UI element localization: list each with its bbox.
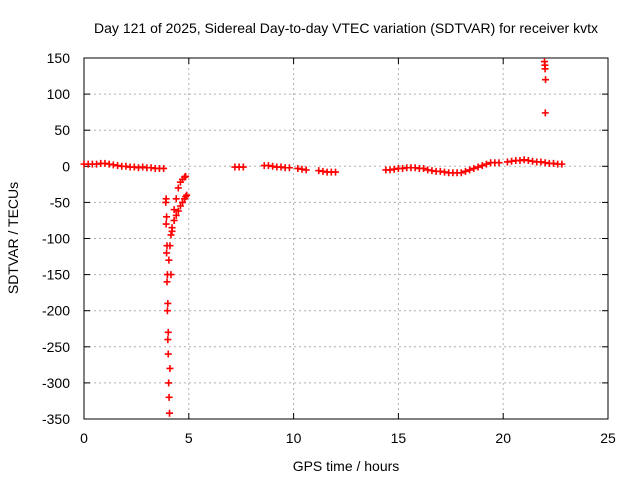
data-point (174, 207, 182, 215)
data-point (162, 195, 170, 203)
data-point (182, 172, 190, 180)
data-point (239, 163, 247, 171)
y-tick-label: -200 (42, 303, 70, 319)
data-point (163, 307, 171, 315)
data-point (302, 166, 310, 174)
x-tick-label: 10 (286, 430, 302, 446)
y-tick-label: 0 (62, 158, 70, 174)
chart-title: Day 121 of 2025, Sidereal Day-to-day VTE… (94, 20, 598, 36)
y-tick-label: 150 (47, 50, 71, 66)
data-point (166, 409, 174, 417)
data-point (163, 271, 171, 279)
data-point (165, 393, 173, 401)
data-point (170, 216, 178, 224)
data-point (466, 166, 474, 174)
y-axis-label: SDTVAR / TECUs (5, 182, 21, 294)
data-point (474, 163, 482, 171)
data-series (80, 58, 566, 417)
y-tick-label: -350 (42, 411, 70, 427)
y-tick-label: -100 (42, 231, 70, 247)
data-point (179, 198, 187, 206)
data-point (541, 65, 549, 73)
data-point (495, 159, 503, 167)
data-point (332, 168, 340, 176)
data-point (163, 249, 171, 257)
data-point (164, 350, 172, 358)
data-point (164, 336, 172, 344)
y-tick-label: -50 (50, 194, 70, 210)
data-point (163, 278, 171, 286)
data-point (164, 328, 172, 336)
data-point (176, 202, 184, 210)
data-point (165, 379, 173, 387)
data-point (172, 195, 180, 203)
data-point (182, 193, 190, 201)
data-point (166, 242, 174, 250)
grid-lines (84, 58, 608, 419)
data-point (165, 256, 173, 264)
y-tick-label: -300 (42, 375, 70, 391)
data-point (172, 211, 180, 219)
data-point (482, 160, 490, 168)
data-point (541, 109, 549, 117)
y-axis-ticks: -350 -300 -250 -200 -150 -100 -50 0 50 100 150 (42, 50, 608, 427)
y-tick-label: 50 (54, 122, 70, 138)
x-axis-label: GPS time / hours (293, 458, 400, 474)
data-point (542, 76, 550, 84)
x-tick-label: 20 (495, 430, 511, 446)
data-point (183, 191, 191, 199)
x-tick-label: 25 (600, 430, 616, 446)
data-point (558, 160, 566, 168)
y-tick-label: 100 (47, 86, 71, 102)
data-point (170, 206, 178, 214)
data-point (420, 164, 428, 172)
y-tick-label: -150 (42, 267, 70, 283)
x-tick-label: 5 (185, 430, 193, 446)
data-point (457, 169, 465, 177)
data-point (478, 162, 486, 170)
data-point (162, 220, 170, 228)
data-point (470, 164, 478, 172)
data-point (164, 299, 172, 307)
data-point (167, 231, 175, 239)
data-point (160, 164, 168, 172)
data-point (168, 224, 176, 232)
data-point (166, 364, 174, 372)
data-point (163, 213, 171, 221)
data-point (174, 184, 182, 192)
data-point (285, 164, 293, 172)
y-tick-label: -250 (42, 339, 70, 355)
data-point (461, 167, 469, 175)
x-tick-label: 0 (80, 430, 88, 446)
x-axis-ticks: 0 5 10 15 20 25 (80, 58, 616, 446)
x-tick-label: 15 (391, 430, 407, 446)
